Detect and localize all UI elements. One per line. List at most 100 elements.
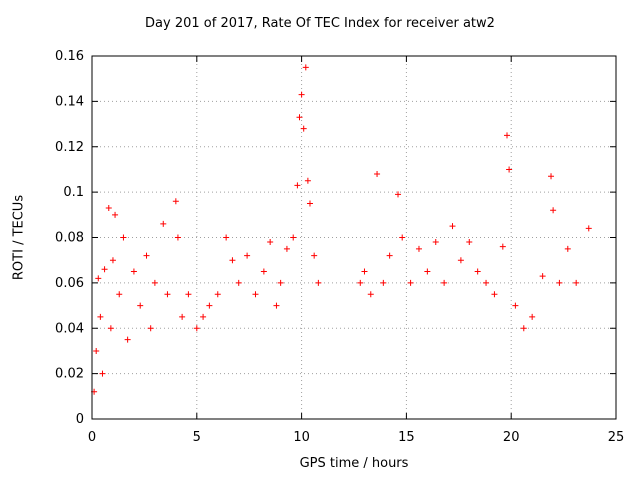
data-point: [520, 325, 527, 332]
y-tick-label: 0.04: [55, 321, 84, 336]
data-point: [120, 234, 127, 241]
data-point: [573, 279, 580, 286]
chart-title: Day 201 of 2017, Rate Of TEC Index for r…: [145, 16, 495, 31]
grid-lines: [92, 56, 616, 419]
data-point: [267, 239, 274, 246]
data-point: [457, 257, 464, 264]
data-point: [214, 291, 221, 298]
data-point: [529, 313, 536, 320]
x-tick-label: 5: [193, 430, 201, 445]
data-point: [101, 266, 108, 273]
x-tick-label: 0: [88, 430, 96, 445]
data-point: [93, 347, 100, 354]
data-point: [296, 114, 303, 121]
x-tick-label: 20: [503, 430, 520, 445]
data-point: [550, 207, 557, 214]
data-point: [206, 302, 213, 309]
data-point: [441, 279, 448, 286]
data-point: [223, 234, 230, 241]
data-point: [97, 313, 104, 320]
data-point: [491, 291, 498, 298]
data-point: [302, 64, 309, 71]
data-point: [386, 252, 393, 259]
data-point: [137, 302, 144, 309]
x-tick-label: 10: [293, 430, 310, 445]
data-point: [235, 279, 242, 286]
y-tick-label: 0.06: [55, 276, 84, 291]
data-point: [95, 275, 102, 282]
data-point: [193, 325, 200, 332]
data-point: [109, 257, 116, 264]
data-point: [273, 302, 280, 309]
data-point: [361, 268, 368, 275]
data-point: [185, 291, 192, 298]
x-tick-label: 15: [398, 430, 415, 445]
data-point: [160, 220, 167, 227]
data-point: [174, 234, 181, 241]
data-point: [399, 234, 406, 241]
data-point: [474, 268, 481, 275]
y-tick-label: 0.16: [55, 49, 84, 64]
data-points: [91, 64, 592, 395]
y-tick-label: 0: [76, 412, 84, 427]
data-point: [252, 291, 259, 298]
data-point: [99, 370, 106, 377]
data-point: [112, 211, 119, 218]
data-point: [395, 191, 402, 198]
data-point: [130, 268, 137, 275]
data-point: [499, 243, 506, 250]
data-point: [147, 325, 154, 332]
data-point: [116, 291, 123, 298]
data-point: [357, 279, 364, 286]
data-point: [367, 291, 374, 298]
data-point: [504, 132, 511, 139]
data-point: [585, 225, 592, 232]
data-point: [164, 291, 171, 298]
y-tick-label: 0.1: [63, 185, 84, 200]
data-point: [564, 245, 571, 252]
data-point: [449, 223, 456, 230]
data-point: [260, 268, 267, 275]
data-point: [407, 279, 414, 286]
data-point: [380, 279, 387, 286]
data-point: [300, 125, 307, 132]
data-point: [466, 239, 473, 246]
data-point: [283, 245, 290, 252]
data-point: [506, 166, 513, 173]
y-tick-label: 0.12: [55, 140, 84, 155]
x-tick-label: 25: [608, 430, 625, 445]
y-tick-label: 0.08: [55, 231, 84, 246]
data-point: [143, 252, 150, 259]
data-point: [415, 245, 422, 252]
data-point: [124, 336, 131, 343]
data-point: [374, 170, 381, 177]
data-point: [294, 182, 301, 189]
y-tick-label: 0.02: [55, 367, 84, 382]
data-point: [229, 257, 236, 264]
x-axis-label: GPS time / hours: [299, 456, 409, 471]
data-point: [107, 325, 114, 332]
data-point: [483, 279, 490, 286]
data-point: [432, 239, 439, 246]
data-point: [556, 279, 563, 286]
data-point: [277, 279, 284, 286]
data-point: [304, 177, 311, 184]
y-tick-label: 0.14: [55, 94, 84, 109]
data-point: [200, 313, 207, 320]
axis-ticks: 0 0.02 0.04 0.06 0.08 0.1 0.12 0.14 0.16 0 5 10 15 20…: [55, 49, 624, 445]
data-point: [539, 273, 546, 280]
data-point: [290, 234, 297, 241]
data-point: [424, 268, 431, 275]
data-point: [311, 252, 318, 259]
data-point: [512, 302, 519, 309]
data-point: [244, 252, 251, 259]
data-point: [172, 198, 179, 205]
data-point: [105, 205, 112, 212]
plot-frame: [91, 55, 617, 420]
data-point: [151, 279, 158, 286]
data-point: [179, 313, 186, 320]
data-point: [298, 91, 305, 98]
data-point: [548, 173, 555, 180]
data-point: [306, 200, 313, 207]
